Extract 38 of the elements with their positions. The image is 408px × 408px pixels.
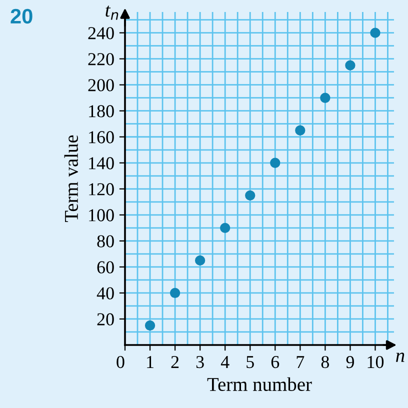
y-tick-label: 200 [88,79,114,92]
y-tick-label: 60 [97,261,114,274]
x-tick-label: 6 [271,356,280,368]
x-tick-label: 8 [321,356,330,368]
y-tick-label: 240 [88,27,114,40]
y-tick-label: 100 [89,209,114,222]
x-tick-label: 5 [246,356,254,368]
x-tick-label: 7 [296,356,304,368]
x-tick-label: 4 [220,356,230,368]
y-tick-label: 120 [89,183,114,196]
y-tick-label: 80 [97,235,114,248]
text: 20 [10,8,32,24]
point [144,320,156,331]
y-tick-label: 40 [96,287,114,300]
point [320,92,330,103]
x-tick-label: 9 [346,356,354,368]
x-tick-label: 1 [147,356,154,368]
point [370,28,380,38]
x-tick-label: 3 [196,356,204,368]
x-tick-label: 2 [171,356,179,368]
y-tick-label: 20 [97,313,114,326]
x-axis-title: Term number [207,377,312,392]
x-tick-label: 10 [368,356,384,368]
y-tick-label: 180 [89,105,114,118]
point [270,158,280,168]
point [245,190,256,200]
point [345,60,356,70]
point [170,288,180,298]
y-tick-label: 160 [89,131,114,144]
y-axis-title: Term value [64,135,78,222]
y-tick-label: 220 [88,53,114,66]
point [220,222,230,234]
text: t$_{n}$ [106,6,118,20]
text: n [396,352,404,362]
y-tick-label: 140 [89,157,114,170]
point [295,125,306,136]
x-tick-label: 0 [116,356,124,368]
point [194,255,206,266]
